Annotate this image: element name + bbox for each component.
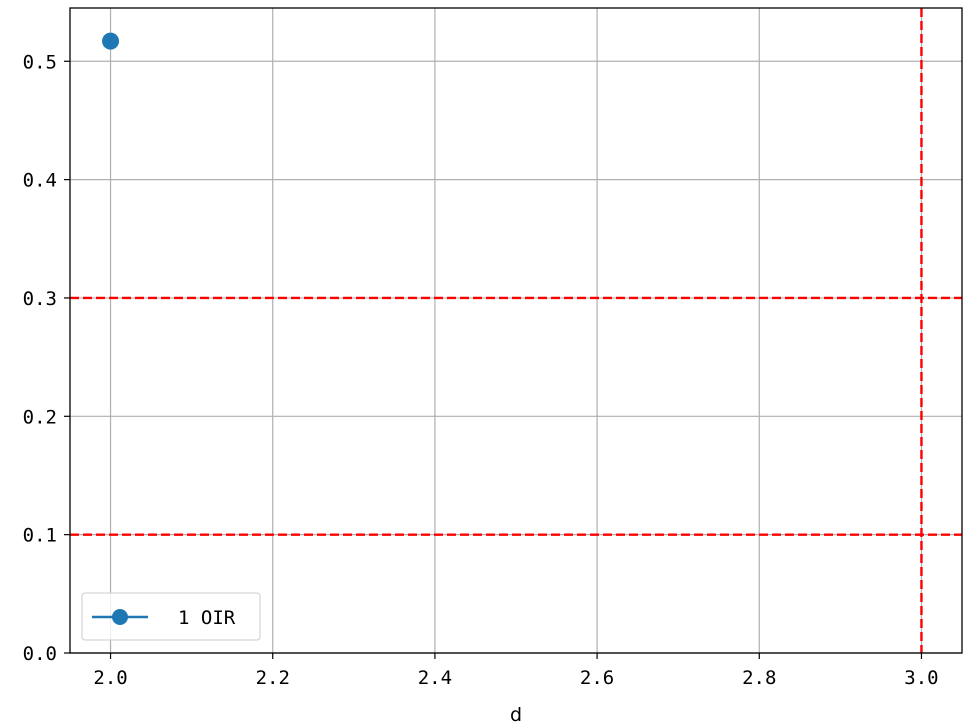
legend-series-label: 1 OIR: [178, 607, 236, 629]
x-tick-label: 3.0: [904, 667, 938, 689]
y-tick-label: 0.1: [23, 525, 57, 547]
x-tick-label: 2.8: [742, 667, 776, 689]
x-tick-label: 2.4: [418, 667, 452, 689]
x-axis-label: d: [510, 704, 522, 726]
y-tick-label: 0.5: [23, 51, 57, 73]
y-tick-label: 0.2: [23, 406, 57, 428]
legend-box: [81, 592, 261, 641]
x-axis: 2.0 2.2 2.4 2.6 2.8 3.0: [93, 653, 939, 689]
y-axis: 0.0 0.1 0.2 0.3 0.4 0.5: [23, 51, 70, 665]
x-tick-label: 2.0: [93, 667, 127, 689]
y-tick-label: 0.4: [23, 170, 57, 192]
data-point: [102, 32, 120, 50]
y-tick-label: 0.3: [23, 288, 57, 310]
legend: 1 OIR: [81, 592, 261, 641]
x-tick-label: 2.2: [256, 667, 290, 689]
x-tick-label: 2.6: [580, 667, 614, 689]
y-tick-label: 0.0: [23, 643, 57, 665]
plot-frame: [69, 7, 963, 654]
series: [102, 32, 120, 50]
legend-series-marker: [112, 609, 128, 625]
reference-lines: [70, 8, 962, 653]
